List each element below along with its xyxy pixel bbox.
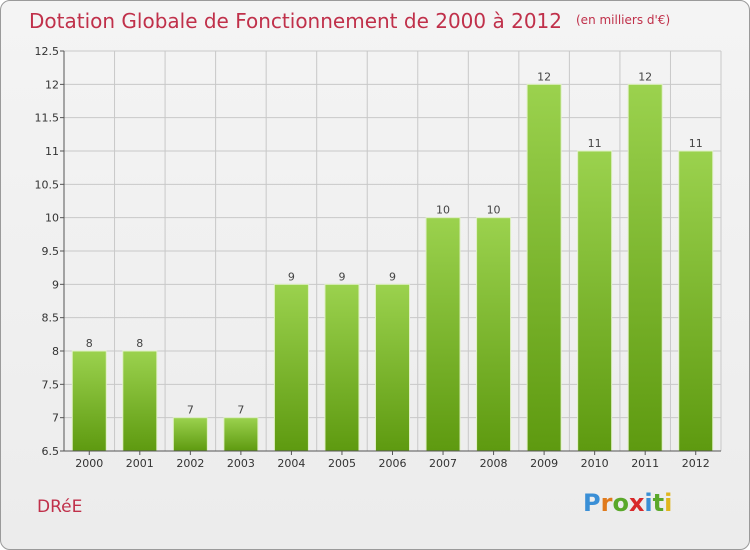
bar: [526, 83, 562, 452]
data-label: 9: [389, 270, 396, 283]
brand-logo: Proxiti: [583, 489, 673, 517]
bar: [476, 217, 512, 452]
y-tick-label: 11: [45, 145, 59, 158]
axes: 6.5 7 7.5 8 8.5 9 9.5 10 10.5 11 11.5 12 12.5 2000 200…: [35, 45, 721, 470]
bar: [324, 283, 360, 452]
bar: [223, 417, 259, 452]
bars: 8 8 7 7 9 9 9 10 10 12 11 12 11: [71, 70, 714, 452]
data-label: 9: [288, 270, 295, 283]
chart-unit: (en milliers d'€): [576, 13, 671, 27]
data-label: 7: [187, 404, 194, 417]
y-tick-label: 9: [52, 278, 59, 291]
bar: [122, 350, 158, 452]
y-tick-label: 10.5: [35, 178, 60, 191]
x-tick-label: 2006: [379, 457, 407, 470]
y-tick-label: 11.5: [35, 112, 60, 125]
x-tick-label: 2012: [682, 457, 710, 470]
x-tick-label: 2010: [581, 457, 609, 470]
bar: [375, 283, 410, 452]
x-tick-label: 2001: [126, 457, 154, 470]
y-tick-label: 7: [52, 412, 59, 425]
y-tick-label: 8: [52, 345, 59, 358]
x-tick-label: 2007: [429, 457, 457, 470]
data-label: 9: [338, 270, 345, 283]
y-tick-label: 9.5: [42, 245, 60, 258]
bar: [273, 283, 309, 452]
data-label: 10: [487, 204, 501, 217]
y-tick-label: 6.5: [42, 445, 60, 458]
y-tick-label: 12: [45, 78, 59, 91]
data-label: 8: [86, 337, 93, 350]
data-label: 10: [436, 204, 450, 217]
x-tick-label: 2005: [328, 457, 356, 470]
x-tick-label: 2008: [480, 457, 508, 470]
x-tick-label: 2003: [227, 457, 255, 470]
x-tick-label: 2009: [530, 457, 558, 470]
y-tick-label: 7.5: [42, 378, 60, 391]
data-label: 11: [689, 137, 703, 150]
commune-name: DRéE: [37, 497, 83, 517]
y-tick-label: 10: [45, 212, 59, 225]
x-tick-label: 2011: [631, 457, 659, 470]
bar: [627, 83, 663, 452]
bar: [678, 150, 714, 452]
x-tick-label: 2000: [75, 457, 103, 470]
bar: [577, 150, 613, 452]
chart-title: Dotation Globale de Fonctionnement de 20…: [29, 9, 670, 33]
bar: [425, 217, 461, 452]
chart-title-text: Dotation Globale de Fonctionnement de 20…: [29, 9, 562, 33]
data-label: 8: [136, 337, 143, 350]
y-tick-label: 12.5: [35, 45, 60, 58]
data-label: 7: [237, 404, 244, 417]
data-label: 12: [537, 70, 551, 83]
data-label: 11: [588, 137, 602, 150]
bar: [71, 350, 107, 452]
x-tick-label: 2004: [277, 457, 305, 470]
y-tick-label: 8.5: [42, 312, 60, 325]
bar: [172, 417, 208, 452]
data-label: 12: [638, 70, 652, 83]
x-tick-label: 2002: [176, 457, 204, 470]
